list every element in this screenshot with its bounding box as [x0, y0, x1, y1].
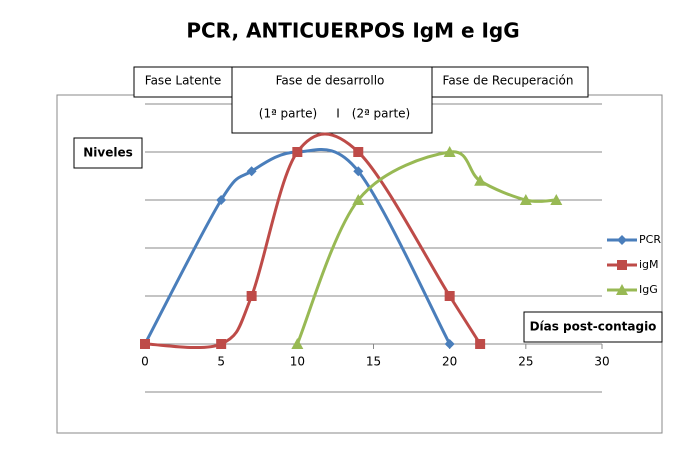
- point: [246, 166, 257, 177]
- point: [140, 339, 150, 349]
- x-tick-label: 30: [594, 355, 609, 369]
- point: [353, 166, 364, 177]
- phase-label: Fase Latente: [145, 74, 221, 88]
- series-line: [143, 147, 451, 345]
- point: [550, 194, 563, 205]
- phase-sublabel: (2ª parte): [352, 107, 410, 121]
- x-tick-label: 15: [366, 355, 381, 369]
- point: [443, 146, 456, 157]
- point: [216, 339, 227, 349]
- x-axis-label: Días post-contagio: [530, 320, 657, 334]
- legend-marker: [617, 235, 627, 245]
- point: [444, 291, 455, 301]
- phase-label: Fase de Recuperación: [443, 74, 574, 88]
- legend-marker: [616, 284, 628, 295]
- legend-marker: [617, 260, 627, 270]
- xlabel-box: [523, 311, 663, 343]
- point: [216, 195, 227, 205]
- ylabel-box: [73, 137, 143, 169]
- chart-title: PCR, ANTICUERPOS IgM e IgG: [186, 19, 519, 43]
- point: [352, 194, 365, 205]
- point: [475, 339, 486, 349]
- phase-sublabel: I: [336, 107, 340, 121]
- x-tick-label: 5: [217, 355, 225, 369]
- point: [474, 174, 487, 186]
- legend-label: IgG: [639, 283, 658, 296]
- point: [291, 338, 304, 349]
- plot-frame: [56, 94, 663, 434]
- x-tick-label: 20: [442, 355, 457, 369]
- phase-box: [231, 66, 433, 134]
- legend-label: PCR: [639, 233, 661, 246]
- x-tick-label: 0: [141, 355, 149, 369]
- point: [353, 147, 364, 157]
- y-axis-label: Niveles: [83, 146, 133, 160]
- point: [444, 339, 455, 349]
- x-tick-label: 25: [518, 355, 533, 369]
- phase-sublabel: (1ª parte): [259, 107, 317, 121]
- point: [292, 147, 303, 157]
- point: [246, 291, 257, 301]
- legend-label: igM: [639, 258, 659, 271]
- phase-label: Fase de desarrollo: [276, 74, 385, 88]
- point: [519, 194, 532, 205]
- x-tick-label: 10: [290, 355, 305, 369]
